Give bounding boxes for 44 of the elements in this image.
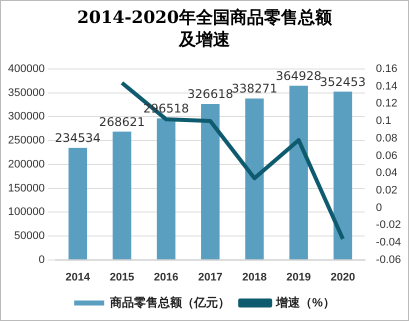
y2-tick-label: 0.12 bbox=[376, 98, 398, 110]
y2-tick-label: -0.06 bbox=[376, 254, 402, 266]
bar bbox=[68, 148, 88, 260]
y2-tick-label: 0.06 bbox=[376, 150, 398, 162]
data-label: 326618 bbox=[187, 87, 234, 102]
bar bbox=[245, 98, 264, 260]
y2-tick-label: 0.16 bbox=[376, 63, 398, 76]
x-tick-label: 2019 bbox=[286, 271, 311, 284]
x-tick-label: 2014 bbox=[66, 271, 91, 284]
bar bbox=[112, 132, 132, 260]
y-tick-label: 350000 bbox=[8, 86, 45, 99]
chart-title: 2014-2020年全国商品零售总额及增速 bbox=[76, 7, 333, 52]
data-label: 352453 bbox=[320, 74, 366, 89]
x-tick-label: 2017 bbox=[198, 271, 223, 284]
x-tick-label: 2020 bbox=[330, 271, 356, 284]
y2-tick-label: 0 bbox=[376, 202, 382, 214]
data-label: 268621 bbox=[99, 114, 145, 129]
bar bbox=[289, 86, 308, 260]
bar bbox=[201, 104, 220, 260]
y2-tick-label: -0.02 bbox=[376, 219, 402, 232]
y-tick-label: 150000 bbox=[8, 182, 45, 194]
x-tick-label: 2016 bbox=[154, 271, 178, 284]
bar bbox=[334, 92, 352, 260]
y-tick-label: 400000 bbox=[8, 63, 45, 76]
legend-label: 增速（%） bbox=[275, 295, 335, 310]
y2-tick-label: 0.04 bbox=[376, 167, 398, 180]
bar bbox=[156, 118, 176, 260]
y-tick-label: 200000 bbox=[8, 158, 45, 170]
y2-tick-label: 0.02 bbox=[376, 184, 398, 196]
y-tick-label: 250000 bbox=[8, 134, 45, 147]
y2-tick-label: 0.1 bbox=[376, 115, 392, 128]
y2-tick-label: 0.08 bbox=[376, 132, 398, 144]
y-tick-label: 300000 bbox=[8, 110, 45, 123]
y-tick-label: 0 bbox=[38, 254, 45, 266]
y-tick-label: 50000 bbox=[14, 230, 45, 242]
y-tick-label: 100000 bbox=[8, 206, 45, 218]
y2-tick-label: 0.14 bbox=[376, 80, 398, 92]
data-label: 234534 bbox=[54, 131, 101, 146]
y2-tick-label: -0.04 bbox=[376, 236, 402, 248]
data-label: 338271 bbox=[232, 82, 278, 96]
x-tick-label: 2018 bbox=[242, 271, 267, 284]
legend-label: 商品零售总额（亿元） bbox=[109, 295, 230, 310]
x-tick-label: 2015 bbox=[110, 271, 134, 284]
data-label: 364928 bbox=[276, 68, 322, 83]
